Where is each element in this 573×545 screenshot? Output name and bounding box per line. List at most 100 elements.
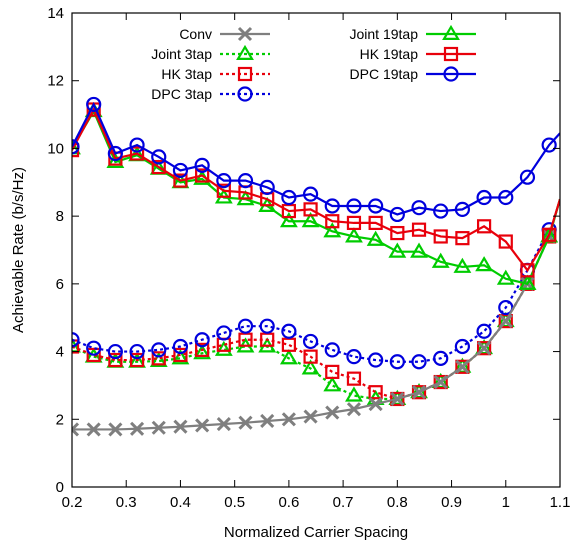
series-line-conv — [72, 198, 560, 431]
data-point-conv — [151, 420, 166, 435]
data-point-dpc-3tap — [259, 318, 275, 334]
data-point-dpc-19tap — [302, 186, 319, 202]
data-point-joint-3tap — [345, 386, 363, 402]
data-point-dpc-3tap — [216, 325, 232, 341]
series-line-joint-3tap — [72, 236, 551, 401]
data-point-conv — [390, 391, 405, 407]
data-point-hk-19tap — [368, 215, 383, 231]
data-point-hk-19tap — [498, 234, 513, 249]
data-point-hk-3tap — [86, 347, 101, 363]
data-point-hk-3tap — [195, 342, 210, 357]
data-point-conv — [72, 422, 80, 437]
data-point-joint-19tap — [388, 242, 407, 258]
x-tick-label: 0.3 — [116, 494, 137, 511]
x-tick-label: 0.7 — [333, 494, 354, 511]
data-point-dpc-19tap — [172, 162, 189, 179]
data-point-dpc-19tap — [368, 198, 384, 214]
data-point-dpc-19tap — [194, 157, 210, 173]
y-tick-label: 12 — [47, 73, 64, 90]
data-point-dpc-19tap — [433, 203, 449, 219]
data-point-dpc-3tap — [346, 349, 362, 365]
legend: Conv Joint 3tap HK 3tap DPC 3tap Joint 19tap… — [151, 24, 476, 102]
data-point-dpc-3tap — [302, 333, 319, 350]
data-point-dpc-3tap — [454, 338, 470, 355]
data-point-dpc-19tap — [72, 139, 80, 155]
series-layer — [72, 96, 560, 437]
legend-entry-joint-19tap: Joint 19tap — [350, 24, 476, 42]
data-point-conv — [325, 405, 340, 420]
legend-entry-joint-3tap: Joint 3tap — [151, 44, 270, 62]
data-point-dpc-19tap — [541, 137, 557, 153]
data-point-hk-19tap — [216, 183, 231, 198]
data-point-conv — [303, 409, 318, 424]
data-point-hk-19tap — [303, 202, 318, 217]
data-point-hk-3tap — [325, 364, 340, 379]
data-point-joint-3tap — [193, 344, 212, 360]
data-point-dpc-3tap — [172, 338, 189, 355]
data-point-dpc-3tap — [107, 343, 123, 360]
data-point-conv — [368, 396, 383, 412]
series-conv — [72, 198, 560, 437]
series-joint-19tap — [72, 102, 560, 290]
data-point-hk-19tap — [346, 215, 362, 231]
data-point-hk-3tap — [411, 385, 427, 400]
x-tick-label: 0.9 — [441, 494, 462, 511]
data-point-conv — [346, 402, 362, 417]
data-point-dpc-3tap — [498, 299, 514, 316]
data-point-joint-3tap — [149, 351, 168, 368]
data-point-joint-19tap — [410, 242, 428, 258]
x-tick-label: 0.8 — [387, 494, 408, 511]
data-point-hk-19tap — [325, 214, 340, 229]
data-point-hk-19tap — [520, 263, 535, 278]
data-point-dpc-19tap — [107, 145, 123, 162]
data-point-hk-3tap — [476, 341, 492, 356]
data-point-joint-3tap — [453, 357, 472, 373]
data-point-hk-3tap — [390, 391, 405, 407]
y-tick-label: 14 — [47, 5, 64, 22]
legend-entry-hk-19tap: HK 19tap — [360, 46, 476, 62]
legend-marker — [237, 26, 253, 42]
data-point-joint-3tap — [171, 349, 190, 365]
data-point-joint-19tap — [345, 227, 363, 243]
data-point-dpc-19tap — [86, 96, 102, 113]
legend-marker — [442, 24, 460, 40]
y-tick-label: 8 — [56, 208, 64, 225]
data-point-hk-3tap — [303, 349, 318, 364]
legend-entry-hk-3tap: HK 3tap — [161, 66, 270, 82]
data-point-hk-19tap — [455, 231, 470, 246]
data-point-dpc-3tap — [194, 332, 210, 348]
data-point-dpc-3tap — [72, 332, 80, 348]
plot-frame — [71, 12, 561, 488]
data-point-dpc-19tap — [151, 149, 167, 165]
x-tick-label: 0.4 — [170, 494, 191, 511]
data-point-joint-19tap — [72, 139, 81, 155]
legend-marker — [443, 66, 459, 82]
legend-label: Joint 19tap — [350, 26, 419, 42]
legend-marker — [443, 46, 459, 62]
data-point-dpc-19tap — [389, 206, 405, 223]
data-point-joint-19tap — [475, 256, 494, 272]
data-point-conv — [238, 415, 253, 430]
legend-label: Conv — [179, 26, 212, 42]
data-point-joint-3tap — [279, 349, 298, 365]
x-tick-label: 0.5 — [224, 494, 245, 511]
ticks-layer: 0.2 0.3 0.4 0.5 0.6 0.7 0.8 0.9 1 1.1 0 2 4 6 8 10 12 14 — [47, 5, 570, 511]
y-tick-label: 6 — [56, 276, 64, 293]
data-point-dpc-3tap — [281, 323, 297, 339]
data-point-conv — [498, 314, 513, 329]
y-tick-label: 10 — [47, 140, 64, 157]
x-axis-label: Normalized Carrier Spacing — [224, 524, 408, 541]
data-point-joint-19tap — [366, 230, 385, 246]
series-line-dpc-3tap — [72, 229, 551, 363]
data-point-dpc-19tap — [259, 179, 275, 195]
series-line-dpc-19tap — [72, 101, 560, 216]
data-point-dpc-19tap — [346, 198, 362, 214]
data-point-dpc-19tap — [454, 201, 470, 217]
data-point-conv — [260, 413, 275, 429]
data-point-conv — [433, 374, 448, 390]
series-joint-3tap — [72, 227, 559, 405]
data-point-dpc-3tap — [129, 343, 145, 360]
legend-marker — [236, 44, 254, 60]
data-point-hk-3tap — [433, 374, 448, 390]
